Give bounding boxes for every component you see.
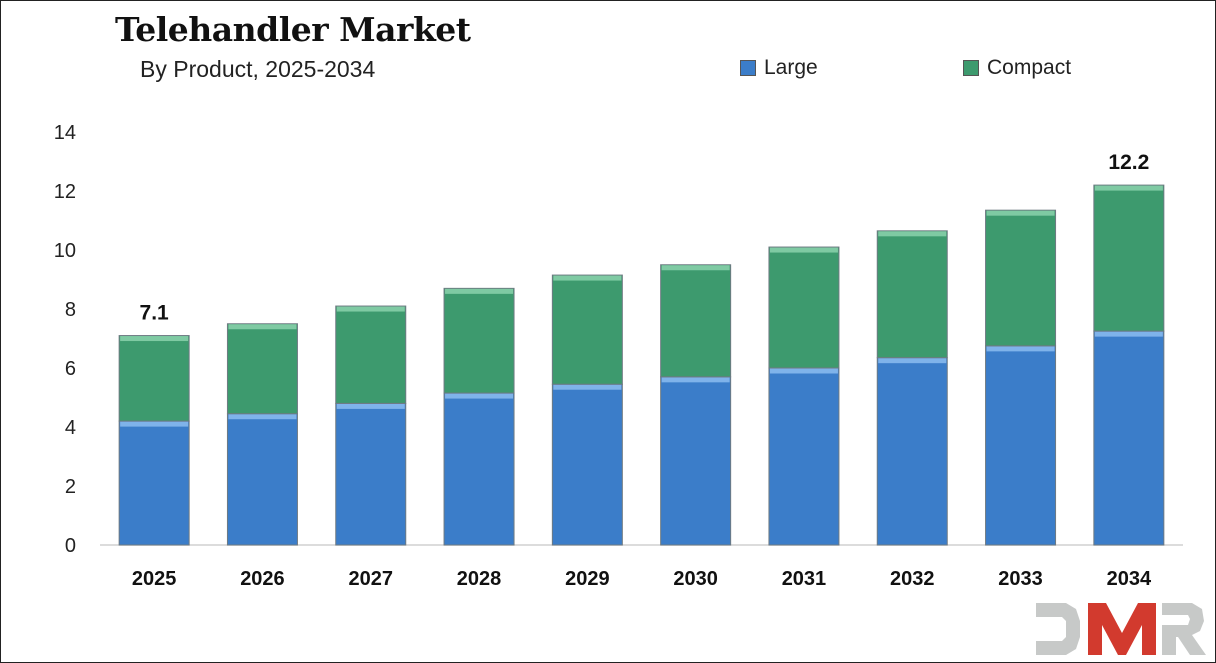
bar-highlight-compact-2028 <box>445 288 514 294</box>
bar-large-2025 <box>118 420 190 546</box>
legend-label-compact: Compact <box>987 56 1072 79</box>
bar-highlight-large-2027 <box>336 403 405 409</box>
bar-highlight-compact-2034 <box>1094 185 1163 191</box>
y-tick-label: 8 <box>65 299 76 321</box>
bar-highlight-compact-2030 <box>661 265 730 271</box>
y-tick-label: 4 <box>65 417 76 439</box>
bar-highlight-large-2032 <box>878 358 947 364</box>
legend-item-compact: Compact <box>963 56 1071 80</box>
logo-r-shape <box>1162 603 1206 655</box>
bar-large-2031 <box>768 367 840 546</box>
bar-compact-2026 <box>226 323 298 415</box>
bar-highlight-compact-2033 <box>986 210 1055 216</box>
bar-highlight-compact-2032 <box>878 231 947 237</box>
bar-compact-2027 <box>335 305 407 404</box>
x-tick-label: 2034 <box>1107 568 1152 590</box>
bar-highlight-large-2029 <box>553 384 622 390</box>
bar-compact-2028 <box>443 287 515 394</box>
bar-highlight-compact-2031 <box>769 247 838 253</box>
legend-label-large: Large <box>764 56 818 79</box>
x-tick-label: 2025 <box>132 568 177 590</box>
legend-item-large: Large <box>740 56 818 80</box>
y-tick-label: 12 <box>54 181 76 203</box>
chart-title: Telehandler Market <box>115 10 471 49</box>
bar-highlight-compact-2027 <box>336 306 405 312</box>
bar-highlight-large-2031 <box>769 368 838 374</box>
bar-highlight-compact-2025 <box>120 336 189 342</box>
dmr-logo <box>1036 603 1206 655</box>
bar-highlight-large-2034 <box>1094 331 1163 337</box>
bar-large-2028 <box>443 392 515 546</box>
bar-large-2034 <box>1093 330 1165 546</box>
bar-highlight-large-2033 <box>986 346 1055 352</box>
bar-compact-2030 <box>660 264 732 378</box>
x-tick-label: 2030 <box>673 568 718 590</box>
bar-large-2033 <box>985 345 1057 546</box>
logo-d-shape <box>1036 603 1080 655</box>
y-tick-label: 2 <box>65 476 76 498</box>
logo-m-shape <box>1088 603 1156 655</box>
legend-swatch-compact <box>963 60 979 76</box>
x-tick-label: 2027 <box>349 568 394 590</box>
bar-compact-2032 <box>876 230 948 359</box>
bar-compact-2034 <box>1093 184 1165 332</box>
bar-highlight-compact-2029 <box>553 275 622 281</box>
y-tick-label: 6 <box>65 358 76 380</box>
x-tick-label: 2026 <box>240 568 285 590</box>
chart-subtitle: By Product, 2025-2034 <box>140 56 376 82</box>
x-tick-label: 2031 <box>782 568 827 590</box>
data-label-2025: 7.1 <box>140 302 170 325</box>
x-tick-label: 2032 <box>890 568 935 590</box>
x-tick-label: 2028 <box>457 568 502 590</box>
bar-large-2032 <box>876 357 948 546</box>
y-tick-label: 10 <box>54 240 76 262</box>
bar-large-2027 <box>335 402 407 546</box>
x-tick-label: 2033 <box>998 568 1043 590</box>
bar-highlight-compact-2026 <box>228 324 297 330</box>
data-label-2034: 12.2 <box>1108 151 1149 174</box>
bar-compact-2025 <box>118 335 190 422</box>
bar-compact-2031 <box>768 246 840 369</box>
bar-highlight-large-2026 <box>228 414 297 420</box>
bar-highlight-large-2030 <box>661 377 730 383</box>
x-tick-label: 2029 <box>565 568 610 590</box>
bar-large-2030 <box>660 376 732 546</box>
bar-large-2026 <box>226 413 298 546</box>
bar-compact-2033 <box>985 209 1057 347</box>
bar-highlight-large-2028 <box>445 393 514 399</box>
y-tick-label: 14 <box>54 122 76 144</box>
legend-swatch-large <box>740 60 756 76</box>
y-tick-label: 0 <box>65 535 76 557</box>
bar-compact-2029 <box>551 274 623 385</box>
bar-highlight-large-2025 <box>120 421 189 427</box>
bar-large-2029 <box>551 383 623 546</box>
